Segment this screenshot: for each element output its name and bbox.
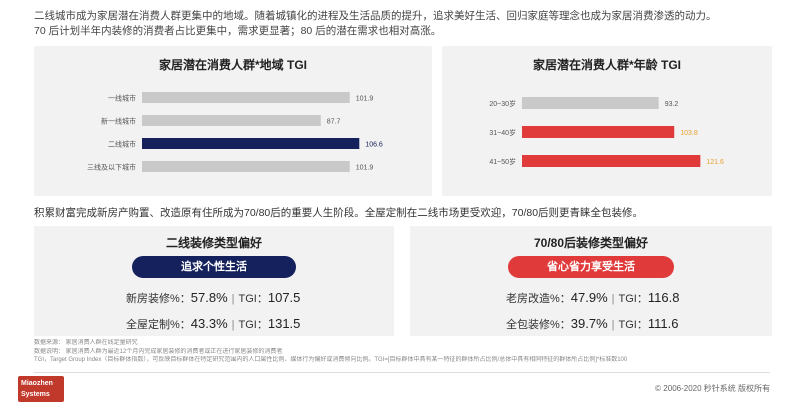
stat-percent: 39.7%	[570, 316, 608, 331]
age-chart-title: 家居潜在消费人群*年龄 TGI	[532, 58, 681, 72]
bar	[522, 97, 659, 109]
section-summary: 积累财富完成新房产购置、改造原有住所成为70/80后的重要人生阶段。全屋定制在二…	[34, 207, 644, 219]
category-label: 新一线城市	[101, 117, 136, 126]
stat-percent: 47.9%	[570, 290, 608, 305]
category-label: 41~50岁	[489, 157, 516, 166]
stat-percent: 43.3%	[190, 316, 228, 331]
stat-tgi-label: TGI：	[618, 319, 648, 331]
logo-line-2: Systems	[21, 391, 50, 398]
bar	[142, 115, 321, 126]
logo-line-1: Miaozhen	[21, 380, 53, 387]
stat-label: 全屋定制%：	[126, 319, 191, 331]
copyright-text: © 2006-2020 秒针系统 版权所有	[655, 384, 770, 393]
category-label: 31~40岁	[489, 128, 516, 137]
stat-tgi-value: 107.5	[267, 290, 301, 305]
age-box-title: 70/80后装修类型偏好	[533, 236, 649, 250]
tgi-definition-note: TGI，Target Group Index（目标群体指数），可反映目标群体在特…	[34, 357, 628, 363]
miaozhen-logo: Miaozhen Systems	[18, 376, 64, 402]
value-label: 101.9	[356, 165, 374, 172]
stat-separator: |	[231, 319, 235, 331]
category-label: 三线及以下城市	[87, 163, 136, 172]
bar	[142, 138, 360, 149]
region-tgi-chart: 一线城市 101.9 新一线城市 87.7 二线城市 106.6 三线及以下城市 101.9	[87, 92, 383, 172]
intro-line-2: 70 后计划半年内装修的消费者占比更集中，需求更显著；80 后的潜在需求也相对高…	[34, 25, 442, 37]
stat-separator: |	[231, 293, 235, 305]
category-label: 二线城市	[108, 140, 136, 149]
stat-tgi-value: 116.8	[647, 290, 680, 305]
stat-label: 全包装修%：	[506, 319, 571, 331]
age-chart-panel: 家居潜在消费人群*年龄 TGI 20~30岁 93.2 31~40岁 103.8 41~…	[442, 46, 772, 196]
stat-tgi-label: TGI：	[238, 293, 268, 305]
bar	[522, 155, 701, 167]
data-description-note: 数据说明： 家居消费人群为最近12个月内完成家居装修的消费者或正在进行家居装修的…	[34, 348, 283, 355]
stat-tgi-label: TGI：	[238, 319, 268, 331]
data-notes: 数据来源： 家居消费人群在线定量研究 数据说明： 家居消费人群为最近12个月内完…	[34, 339, 734, 365]
personal-life-badge: 追求个性生活	[132, 256, 296, 278]
stat-tgi-value: 111.6	[647, 316, 679, 331]
stat-tgi-value: 131.5	[267, 316, 301, 331]
value-label: 87.7	[327, 119, 341, 126]
intro-text: 二线城市成为家居潜在消费人群更集中的地域。随着城镇化的进程及生活品质的提升，追求…	[34, 9, 774, 39]
second-tier-preference-box: 二线装修类型偏好 追求个性生活 新房装修%：57.8% | TGI：107.5 全屋…	[34, 226, 394, 336]
value-label: 103.8	[680, 130, 698, 137]
footer-divider	[34, 372, 770, 373]
stat-label: 老房改造%：	[506, 293, 571, 305]
value-label: 121.6	[706, 159, 724, 166]
effortless-life-badge: 省心省力享受生活	[508, 256, 674, 278]
value-label: 93.2	[665, 101, 679, 108]
second-tier-box-title: 二线装修类型偏好	[165, 236, 262, 250]
stat-separator: |	[611, 293, 615, 305]
intro-line-1: 二线城市成为家居潜在消费人群更集中的地域。随着城镇化的进程及生活品质的提升，追求…	[34, 10, 717, 22]
value-label: 106.6	[365, 142, 383, 149]
bar	[142, 161, 350, 172]
age-tgi-chart: 20~30岁 93.2 31~40岁 103.8 41~50岁 121.6	[489, 97, 724, 167]
bar	[522, 126, 675, 138]
data-source-note: 数据来源： 家居消费人群在线定量研究	[34, 340, 138, 346]
category-label: 20~30岁	[489, 99, 516, 108]
value-label: 101.9	[356, 96, 374, 103]
bar	[142, 92, 350, 103]
stat-percent: 57.8%	[190, 290, 228, 305]
old-house-renovation-stat: 老房改造%：47.9% | TGI：116.8	[506, 290, 679, 306]
stat-label: 新房装修%：	[126, 293, 191, 305]
new-house-stat: 新房装修%：57.8% | TGI：107.5	[126, 290, 300, 306]
whole-house-custom-stat: 全屋定制%：43.3% | TGI：131.5	[126, 316, 300, 332]
age-preference-box: 70/80后装修类型偏好 省心省力享受生活 老房改造%：47.9% | TGI：11…	[410, 226, 772, 336]
region-chart-panel: 家居潜在消费人群*地域 TGI 一线城市 101.9 新一线城市 87.7 二线城市 10…	[34, 46, 432, 196]
stat-tgi-label: TGI：	[618, 293, 648, 305]
region-chart-title: 家居潜在消费人群*地域 TGI	[158, 58, 307, 72]
stat-separator: |	[611, 319, 615, 331]
full-package-stat: 全包装修%：39.7% | TGI：111.6	[506, 316, 678, 332]
category-label: 一线城市	[108, 94, 136, 103]
